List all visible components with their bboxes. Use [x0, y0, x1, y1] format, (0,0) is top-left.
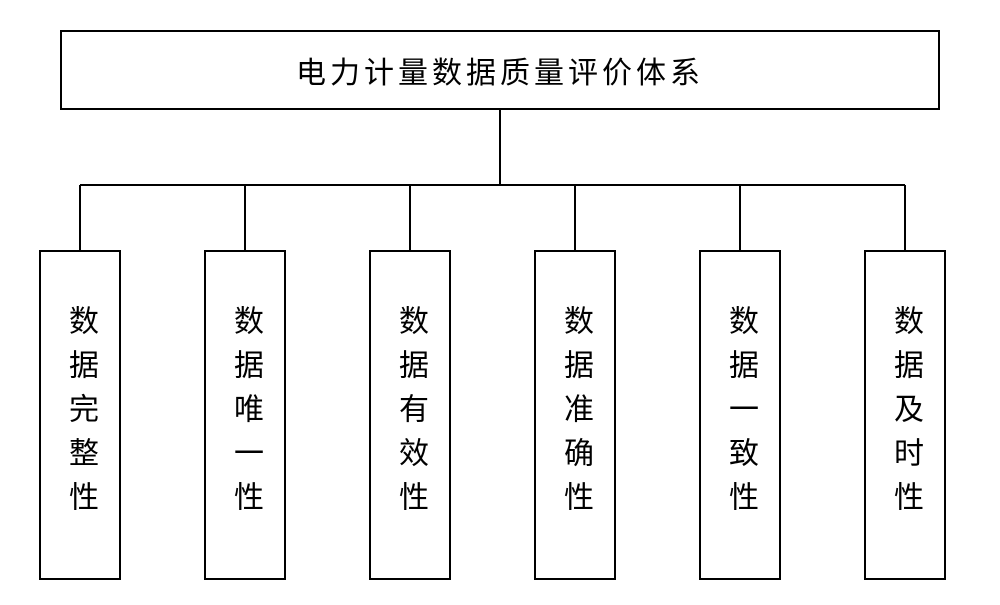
child-label: 数据准确性 [553, 305, 597, 525]
child-label: 数据及时性 [883, 305, 927, 525]
child-node: 数据有效性 [369, 250, 451, 580]
root-label: 电力计量数据质量评价体系 [296, 48, 704, 92]
child-label: 数据一致性 [718, 305, 762, 525]
root-node: 电力计量数据质量评价体系 [60, 30, 940, 110]
child-label: 数据唯一性 [223, 305, 267, 525]
child-node: 数据一致性 [699, 250, 781, 580]
child-label: 数据有效性 [388, 305, 432, 525]
child-node: 数据完整性 [39, 250, 121, 580]
child-label: 数据完整性 [58, 305, 102, 525]
child-node: 数据唯一性 [204, 250, 286, 580]
child-node: 数据准确性 [534, 250, 616, 580]
child-node: 数据及时性 [864, 250, 946, 580]
diagram-canvas: 电力计量数据质量评价体系 数据完整性 数据唯一性 数据有效性 数据准确性 数据一致性 数据… [0, 0, 1000, 605]
